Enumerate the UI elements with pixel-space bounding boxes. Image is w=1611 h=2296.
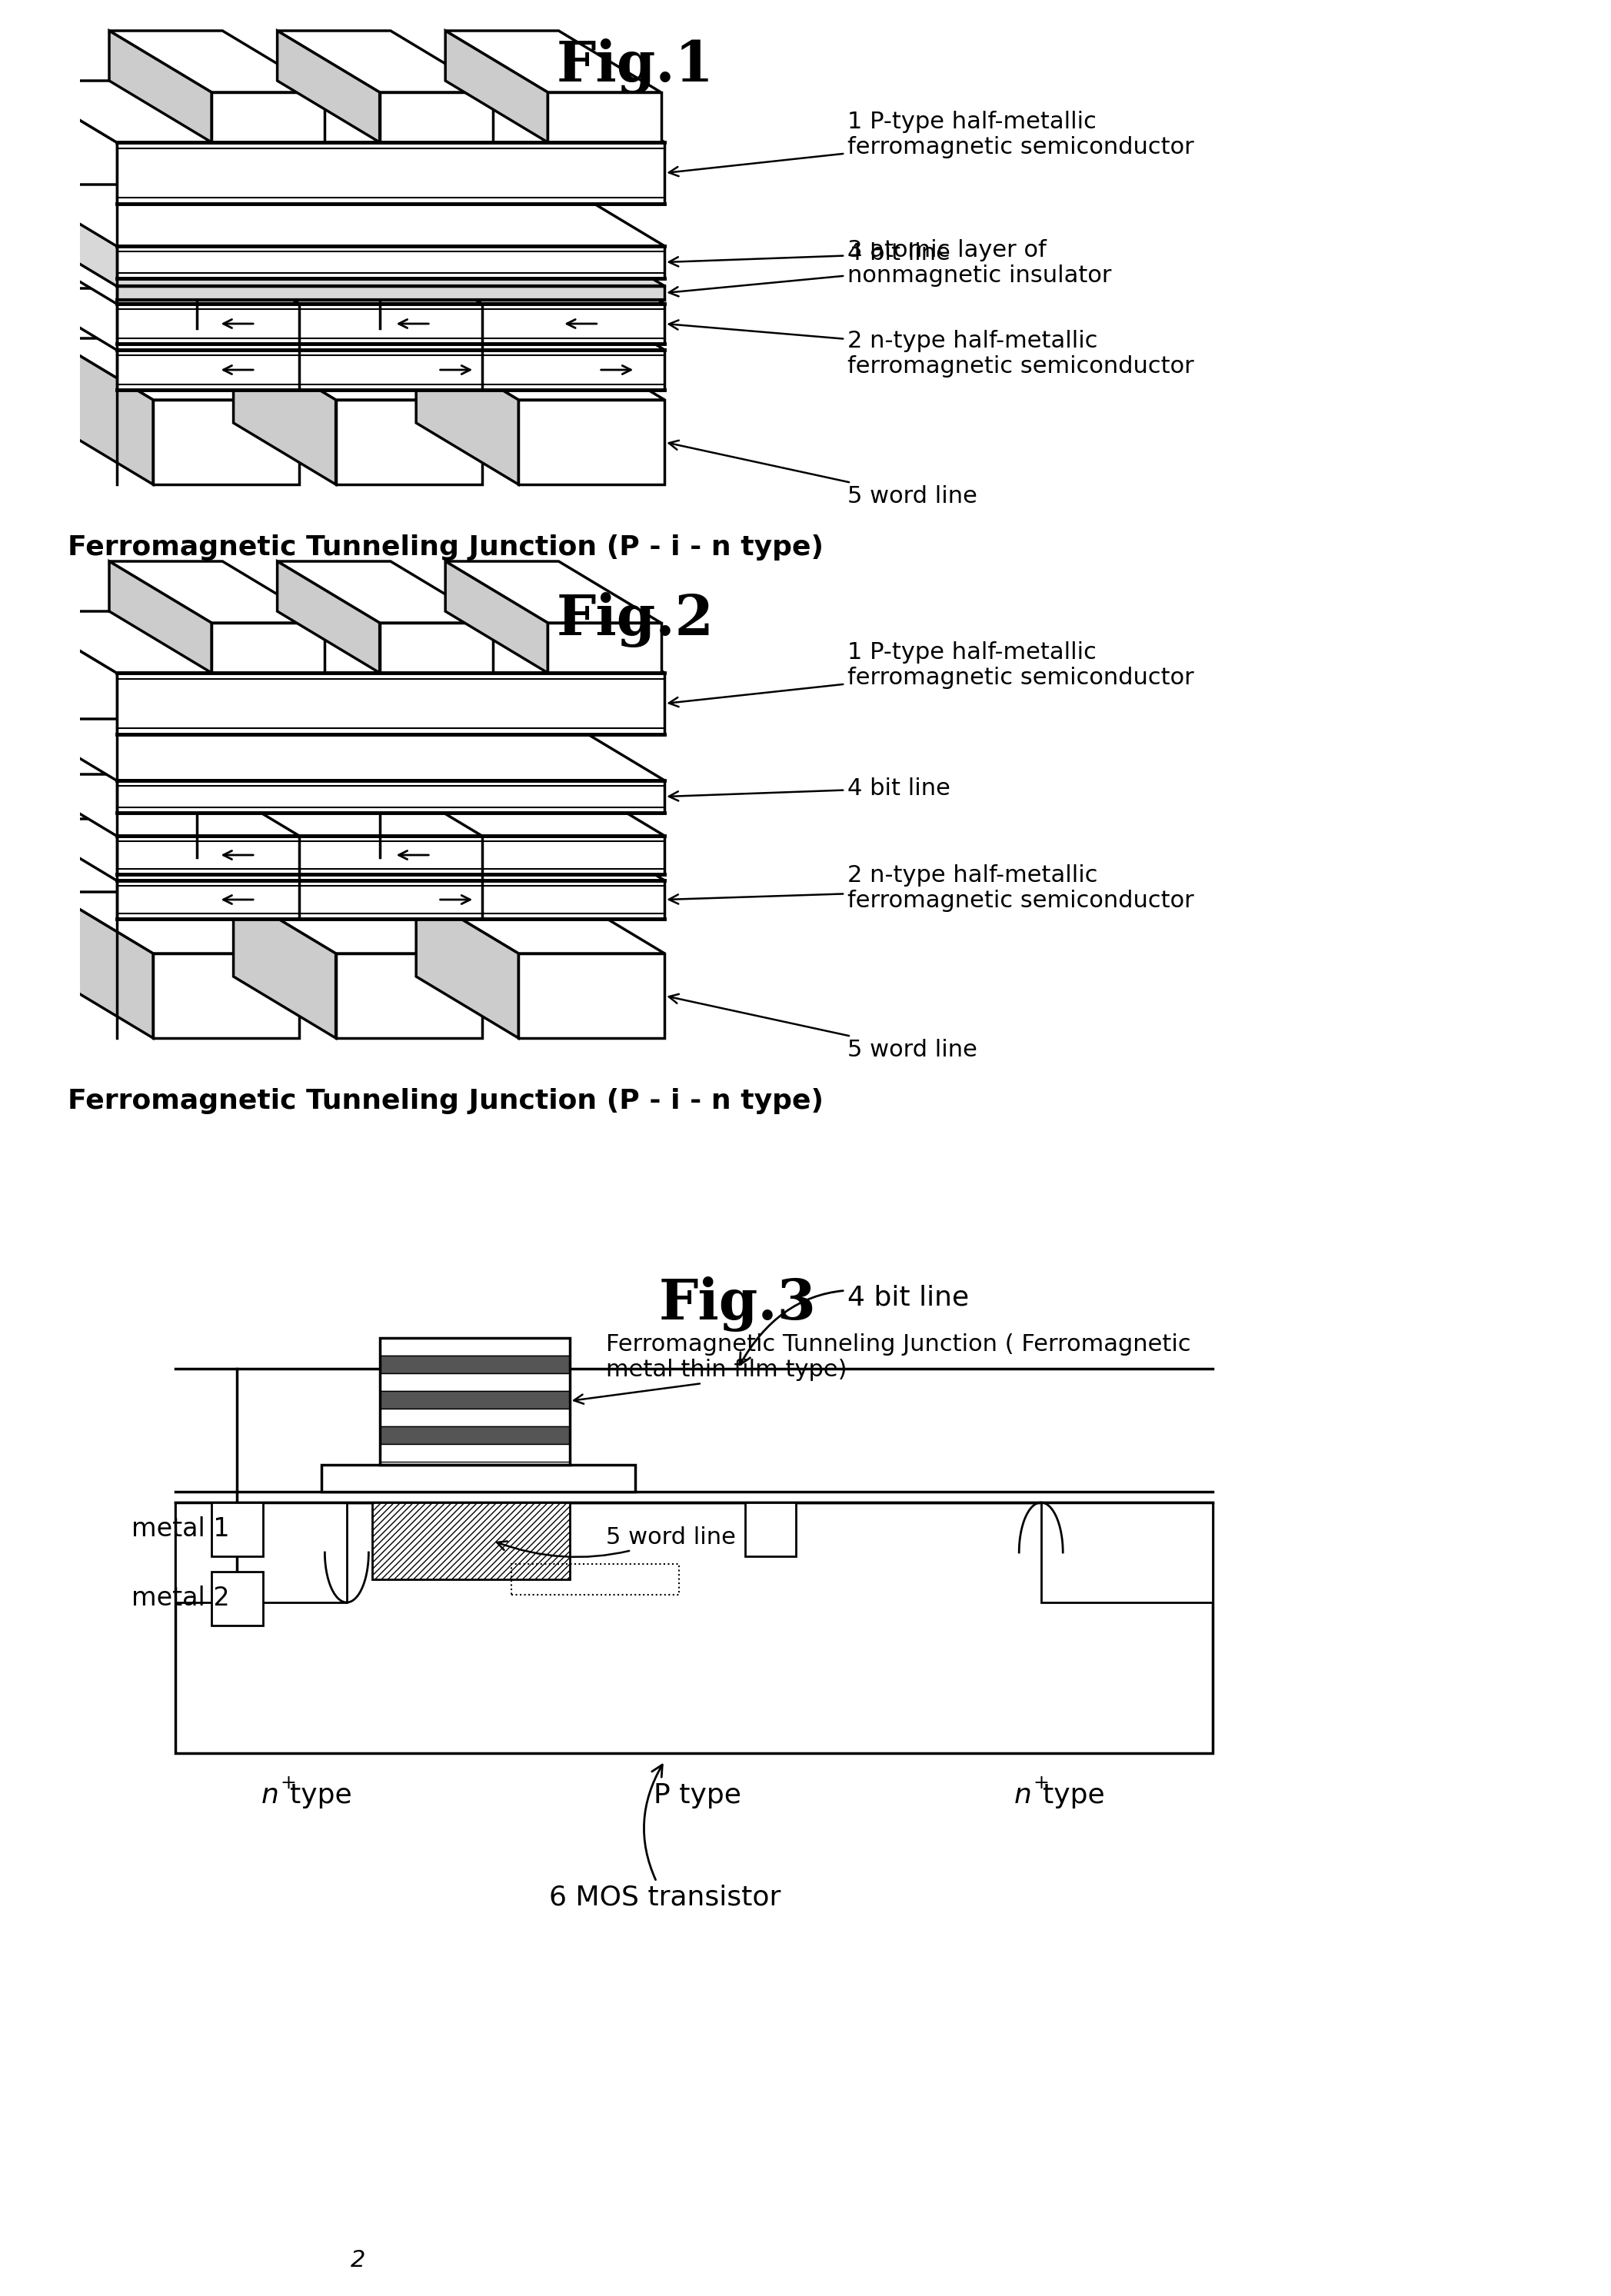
- Polygon shape: [335, 400, 482, 484]
- Polygon shape: [234, 338, 482, 400]
- Polygon shape: [380, 622, 493, 673]
- Text: 2: 2: [350, 2250, 366, 2271]
- Polygon shape: [14, 774, 665, 836]
- Polygon shape: [153, 953, 300, 1038]
- Polygon shape: [416, 338, 519, 484]
- Text: +: +: [1033, 1775, 1049, 1793]
- Polygon shape: [277, 560, 493, 622]
- Text: 5 word line: 5 word line: [496, 1527, 736, 1557]
- Bar: [372, 1502, 570, 1580]
- Polygon shape: [416, 891, 665, 953]
- Text: 1 P-type half-metallic
ferromagnetic semiconductor: 1 P-type half-metallic ferromagnetic sem…: [669, 641, 1194, 707]
- Polygon shape: [14, 184, 665, 246]
- Polygon shape: [548, 92, 661, 142]
- Polygon shape: [277, 30, 380, 142]
- Polygon shape: [380, 92, 493, 142]
- Polygon shape: [211, 92, 325, 142]
- Polygon shape: [548, 622, 661, 673]
- Text: 2 n-type half-metallic
ferromagnetic semiconductor: 2 n-type half-metallic ferromagnetic sem…: [669, 319, 1194, 379]
- Polygon shape: [445, 30, 661, 92]
- Polygon shape: [116, 836, 665, 875]
- Bar: [211, 1502, 263, 1557]
- Polygon shape: [234, 891, 482, 953]
- Polygon shape: [116, 879, 665, 918]
- Polygon shape: [14, 225, 665, 287]
- Bar: [211, 1573, 263, 1626]
- Polygon shape: [1041, 1502, 1213, 1603]
- Text: Fig.1: Fig.1: [557, 39, 714, 94]
- Polygon shape: [14, 289, 665, 349]
- Bar: [380, 1444, 570, 1463]
- Polygon shape: [110, 560, 211, 673]
- Text: P type: P type: [654, 1782, 741, 1809]
- Text: 4 bit line: 4 bit line: [669, 243, 950, 266]
- Bar: [380, 1426, 570, 1444]
- Text: +: +: [280, 1775, 296, 1793]
- Bar: [511, 1564, 680, 1596]
- Polygon shape: [116, 142, 665, 204]
- Text: type: type: [290, 1782, 353, 1809]
- Text: metal 2: metal 2: [130, 1587, 229, 1612]
- Text: 2 n-type half-metallic
ferromagnetic semiconductor: 2 n-type half-metallic ferromagnetic sem…: [669, 863, 1194, 912]
- Polygon shape: [110, 30, 211, 142]
- Polygon shape: [50, 891, 153, 1038]
- Text: Ferromagnetic Tunneling Junction (P - i - n type): Ferromagnetic Tunneling Junction (P - i …: [68, 535, 823, 560]
- Polygon shape: [14, 241, 665, 303]
- Polygon shape: [445, 30, 548, 142]
- Text: n: n: [261, 1782, 279, 1809]
- Polygon shape: [277, 560, 380, 673]
- Polygon shape: [14, 820, 665, 879]
- Polygon shape: [445, 560, 661, 622]
- Polygon shape: [110, 30, 325, 92]
- Polygon shape: [176, 1502, 346, 1603]
- Text: Ferromagnetic Tunneling Junction (P - i - n type): Ferromagnetic Tunneling Junction (P - i …: [68, 1088, 823, 1114]
- Polygon shape: [50, 338, 153, 484]
- Text: Fig.3: Fig.3: [659, 1277, 817, 1332]
- Polygon shape: [153, 400, 300, 484]
- Polygon shape: [116, 303, 665, 344]
- Polygon shape: [277, 30, 493, 92]
- Text: Ferromagnetic Tunneling Junction ( Ferromagnetic
metal thin film type): Ferromagnetic Tunneling Junction ( Ferro…: [574, 1334, 1191, 1403]
- Bar: [744, 1502, 796, 1557]
- Polygon shape: [50, 338, 300, 400]
- Bar: [380, 1410, 570, 1426]
- Polygon shape: [14, 719, 665, 781]
- Polygon shape: [116, 246, 665, 278]
- Polygon shape: [116, 349, 665, 390]
- Polygon shape: [116, 673, 665, 735]
- Bar: [380, 1339, 570, 1465]
- Polygon shape: [416, 338, 665, 400]
- Polygon shape: [110, 560, 325, 622]
- Polygon shape: [50, 891, 300, 953]
- Bar: [380, 1355, 570, 1373]
- Text: 6 MOS transistor: 6 MOS transistor: [549, 1766, 780, 1910]
- Bar: [380, 1391, 570, 1410]
- Bar: [380, 1339, 570, 1355]
- Text: 4 bit line: 4 bit line: [669, 776, 950, 801]
- Text: 1 P-type half-metallic
ferromagnetic semiconductor: 1 P-type half-metallic ferromagnetic sem…: [669, 110, 1194, 177]
- Bar: [380, 1373, 570, 1391]
- Polygon shape: [234, 891, 335, 1038]
- Polygon shape: [519, 400, 665, 484]
- Bar: [321, 1465, 635, 1492]
- Polygon shape: [335, 953, 482, 1038]
- Polygon shape: [234, 338, 335, 484]
- Polygon shape: [116, 781, 665, 813]
- Polygon shape: [519, 953, 665, 1038]
- Text: 4 bit line: 4 bit line: [739, 1286, 968, 1364]
- Polygon shape: [176, 1502, 1213, 1754]
- Text: type: type: [1042, 1782, 1105, 1809]
- Text: Fig.2: Fig.2: [557, 592, 714, 647]
- Text: metal 1: metal 1: [130, 1518, 229, 1543]
- Polygon shape: [14, 611, 665, 673]
- Polygon shape: [14, 80, 665, 142]
- Polygon shape: [416, 891, 519, 1038]
- Text: 5 word line: 5 word line: [669, 441, 978, 507]
- Text: 5 word line: 5 word line: [669, 994, 978, 1061]
- Polygon shape: [116, 287, 665, 301]
- Polygon shape: [211, 622, 325, 673]
- Polygon shape: [445, 560, 548, 673]
- Text: 3 atomic layer of
nonmagnetic insulator: 3 atomic layer of nonmagnetic insulator: [669, 239, 1112, 296]
- Text: n: n: [1013, 1782, 1031, 1809]
